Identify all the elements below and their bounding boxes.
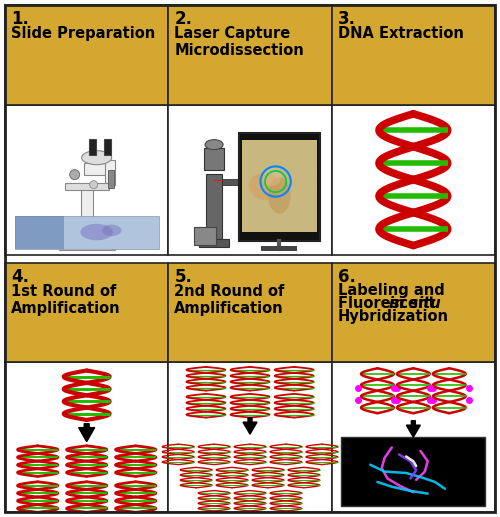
Bar (168, 105, 332, 254)
Bar (5, 105, 168, 254)
Text: Hybridization: Hybridization (338, 310, 448, 325)
Ellipse shape (268, 177, 291, 214)
Text: in situ: in situ (390, 297, 441, 312)
Text: 1.: 1. (11, 10, 29, 28)
Bar (15, 216, 159, 249)
Bar (262, 246, 298, 251)
Bar (104, 139, 110, 155)
Bar (206, 174, 222, 239)
Ellipse shape (262, 168, 281, 186)
Text: DNA Extraction: DNA Extraction (338, 26, 464, 41)
Bar (80, 185, 92, 239)
Circle shape (90, 180, 98, 189)
Text: Labeling and: Labeling and (338, 283, 444, 298)
Bar (222, 179, 242, 185)
Bar (84, 163, 108, 175)
Text: 3.: 3. (338, 10, 355, 28)
Text: 4.: 4. (11, 267, 29, 285)
Bar (342, 437, 485, 506)
FancyArrow shape (243, 418, 257, 434)
FancyArrow shape (406, 421, 420, 437)
Bar (5, 362, 168, 512)
Bar (168, 263, 332, 362)
Text: 2nd Round of
Amplification: 2nd Round of Amplification (174, 283, 284, 316)
Bar (199, 239, 229, 247)
Bar (194, 227, 216, 245)
Ellipse shape (82, 150, 112, 164)
Bar (88, 139, 96, 155)
Text: 5.: 5. (174, 267, 192, 285)
Ellipse shape (80, 224, 113, 240)
Bar (15, 216, 64, 249)
Bar (58, 239, 114, 250)
Bar (332, 105, 495, 254)
Text: Laser Capture
Microdissection: Laser Capture Microdissection (174, 26, 304, 58)
Bar (5, 5, 168, 105)
Ellipse shape (249, 172, 280, 200)
Circle shape (70, 170, 80, 179)
Bar (168, 5, 332, 105)
Bar (242, 140, 317, 232)
FancyArrow shape (78, 423, 94, 442)
Text: 6.: 6. (338, 267, 355, 285)
Bar (238, 133, 320, 241)
Text: 2.: 2. (174, 10, 192, 28)
Bar (332, 362, 495, 512)
Bar (108, 170, 114, 188)
Bar (332, 263, 495, 362)
Text: Slide Preparation: Slide Preparation (11, 26, 155, 41)
Bar (204, 148, 224, 170)
Bar (332, 5, 495, 105)
Ellipse shape (102, 224, 122, 236)
Bar (104, 160, 115, 185)
Bar (64, 183, 108, 190)
Ellipse shape (205, 140, 223, 149)
Text: 1st Round of
Amplification: 1st Round of Amplification (11, 283, 120, 316)
Text: Fluorescent: Fluorescent (338, 297, 440, 312)
Bar (168, 362, 332, 512)
Bar (5, 263, 168, 362)
